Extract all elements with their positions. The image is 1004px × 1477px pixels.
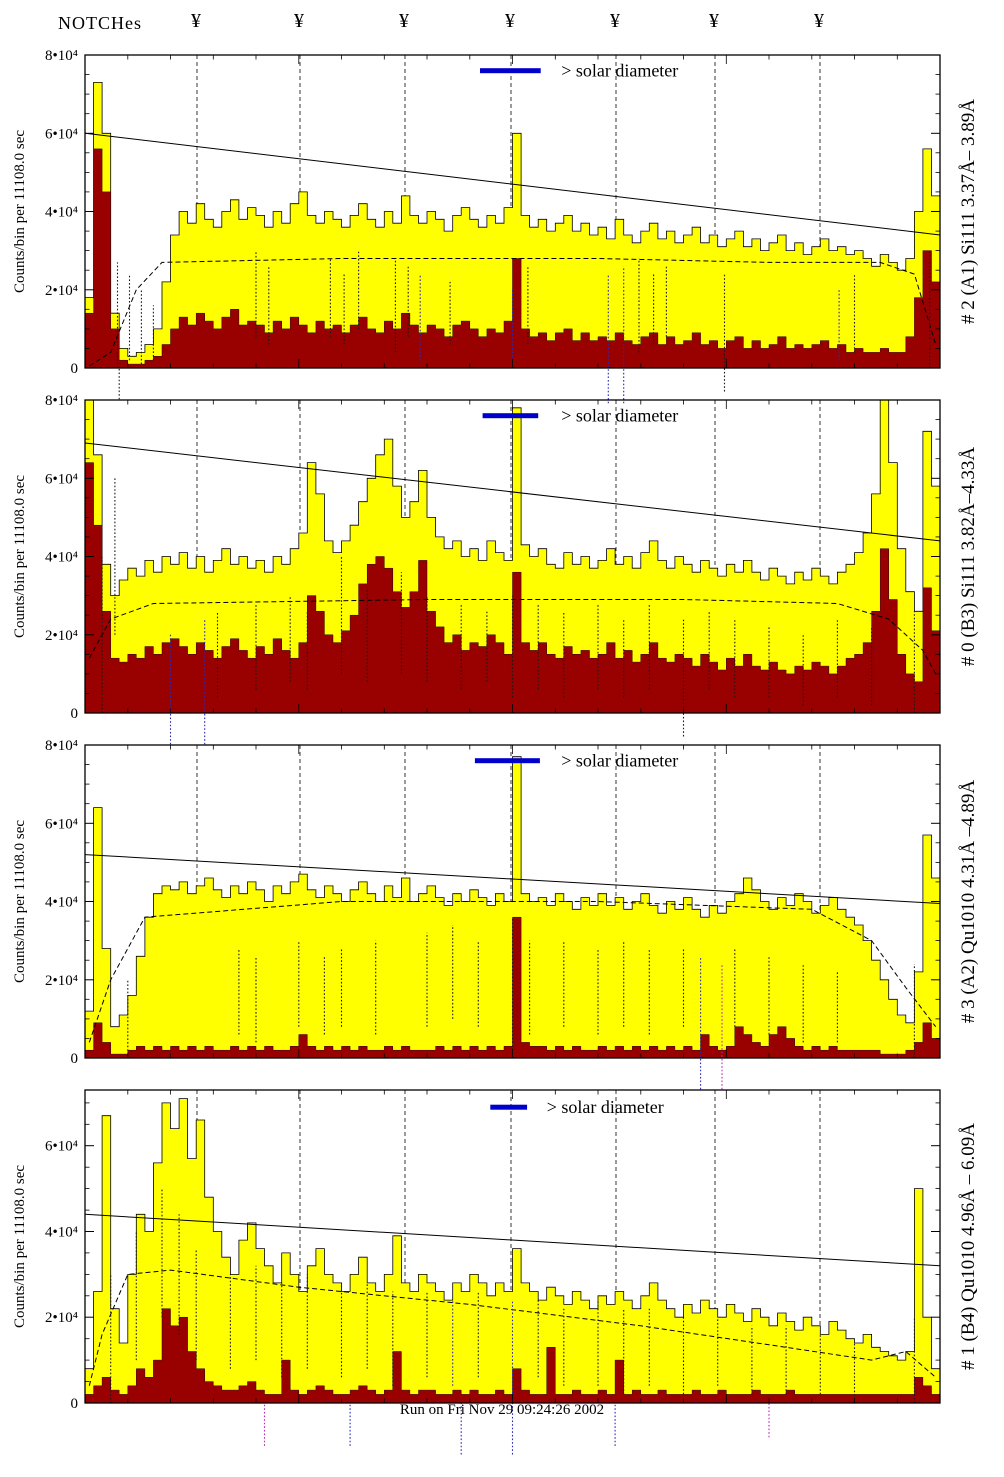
sensitivity-trend-line: [84, 442, 941, 542]
y-tick-label: 2•10⁴: [45, 1310, 78, 1326]
notch-symbol-icon: ¥: [399, 10, 410, 32]
right-label: # 3 (A2) Qu1010 4.31Å –4.89Å: [958, 779, 979, 1024]
panel-2: 0 2•10⁴ 4•10⁴ 6•10⁴ 8•10⁴ > solar diameter: [45, 393, 941, 745]
background-counts-histogram: [84, 462, 941, 714]
background-model-line: [88, 901, 937, 1043]
y-tick-label: 8•10⁴: [45, 48, 78, 64]
right-label: # 1 (B4) Qu1010 4.96Å – 6.09Å: [958, 1123, 979, 1370]
solar-diameter-label: > solar diameter: [561, 751, 678, 771]
y-tick-label: 0: [71, 706, 79, 722]
solar-diameter-label: > solar diameter: [547, 1097, 664, 1117]
y-tick-label: 6•10⁴: [45, 1139, 78, 1155]
y-tick-label: 6•10⁴: [45, 816, 78, 832]
solar-diameter-bar: [480, 68, 541, 74]
panel-3: 0 2•10⁴ 4•10⁴ 6•10⁴ 8•10⁴ > solar diameter: [45, 738, 941, 1090]
solar-diameter-bar: [482, 413, 539, 419]
total-counts-histogram: [84, 82, 941, 369]
notches-title: NOTCHes: [58, 13, 142, 33]
y-tick-label: 8•10⁴: [45, 738, 78, 754]
total-counts-histogram: [84, 1098, 941, 1404]
y-axis-label: Counts/bin per 11108.0 sec: [12, 819, 28, 984]
notch-symbol-icon: ¥: [294, 10, 305, 32]
y-tick-label: 4•10⁴: [45, 205, 78, 221]
y-tick-label: 2•10⁴: [45, 973, 78, 989]
solar-diameter-bar: [474, 758, 540, 764]
notch-symbol-icon: ¥: [708, 10, 719, 32]
background-model-line: [88, 599, 937, 675]
sensitivity-trend-line: [84, 854, 941, 904]
background-model-line: [89, 258, 937, 367]
solar-diameter-label: > solar diameter: [561, 406, 678, 426]
y-tick-label: 4•10⁴: [45, 550, 78, 566]
notch-symbol-icon: ¥: [504, 10, 515, 32]
y-tick-label: 6•10⁴: [45, 126, 78, 142]
y-axis-label: Counts/bin per 11108.0 sec: [12, 474, 28, 639]
solar-diameter-label: > solar diameter: [561, 61, 678, 81]
sensitivity-trend-line: [84, 132, 941, 236]
background-model-line: [88, 1269, 937, 1386]
y-tick-label: 0: [71, 1051, 79, 1067]
y-axis-label: Counts/bin per 11108.0 sec: [12, 129, 28, 294]
y-axis-label: Counts/bin per 11108.0 sec: [12, 1164, 28, 1329]
panel-1: 0 2•10⁴ 4•10⁴ 6•10⁴ 8•10⁴ > solar diameter: [45, 48, 941, 404]
notch-symbol-icon: ¥: [191, 10, 201, 32]
right-label: # 2 (A1) Si111 3.37Å– 3.89Å: [958, 99, 979, 325]
y-tick-label: 4•10⁴: [45, 1225, 78, 1241]
y-tick-label: 2•10⁴: [45, 283, 78, 299]
notch-symbol-row: ¥ ¥ ¥ ¥ ¥ ¥ ¥: [0, 10, 1004, 40]
y-tick-label: 4•10⁴: [45, 895, 78, 911]
panel-4: 0 2•10⁴ 4•10⁴ 6•10⁴ > solar diameter: [45, 1089, 941, 1455]
y-tick-label: 6•10⁴: [45, 471, 78, 487]
y-tick-label: 2•10⁴: [45, 628, 78, 644]
y-tick-label: 0: [71, 361, 79, 377]
run-timestamp: Run on Fri Nov 29 09:24:26 2002: [399, 1402, 605, 1418]
background-counts-histogram: [84, 1308, 941, 1404]
notch-symbol-icon: ¥: [813, 10, 824, 32]
notch-symbol-icon: ¥: [610, 10, 621, 32]
right-label: # 0 (B3) Si111 3.82Å–4.33Å: [958, 446, 979, 667]
sensitivity-trend-line: [84, 1213, 941, 1267]
solar-diameter-bar: [490, 1104, 528, 1110]
y-tick-label: 8•10⁴: [45, 393, 78, 409]
y-tick-label: 0: [71, 1396, 79, 1412]
